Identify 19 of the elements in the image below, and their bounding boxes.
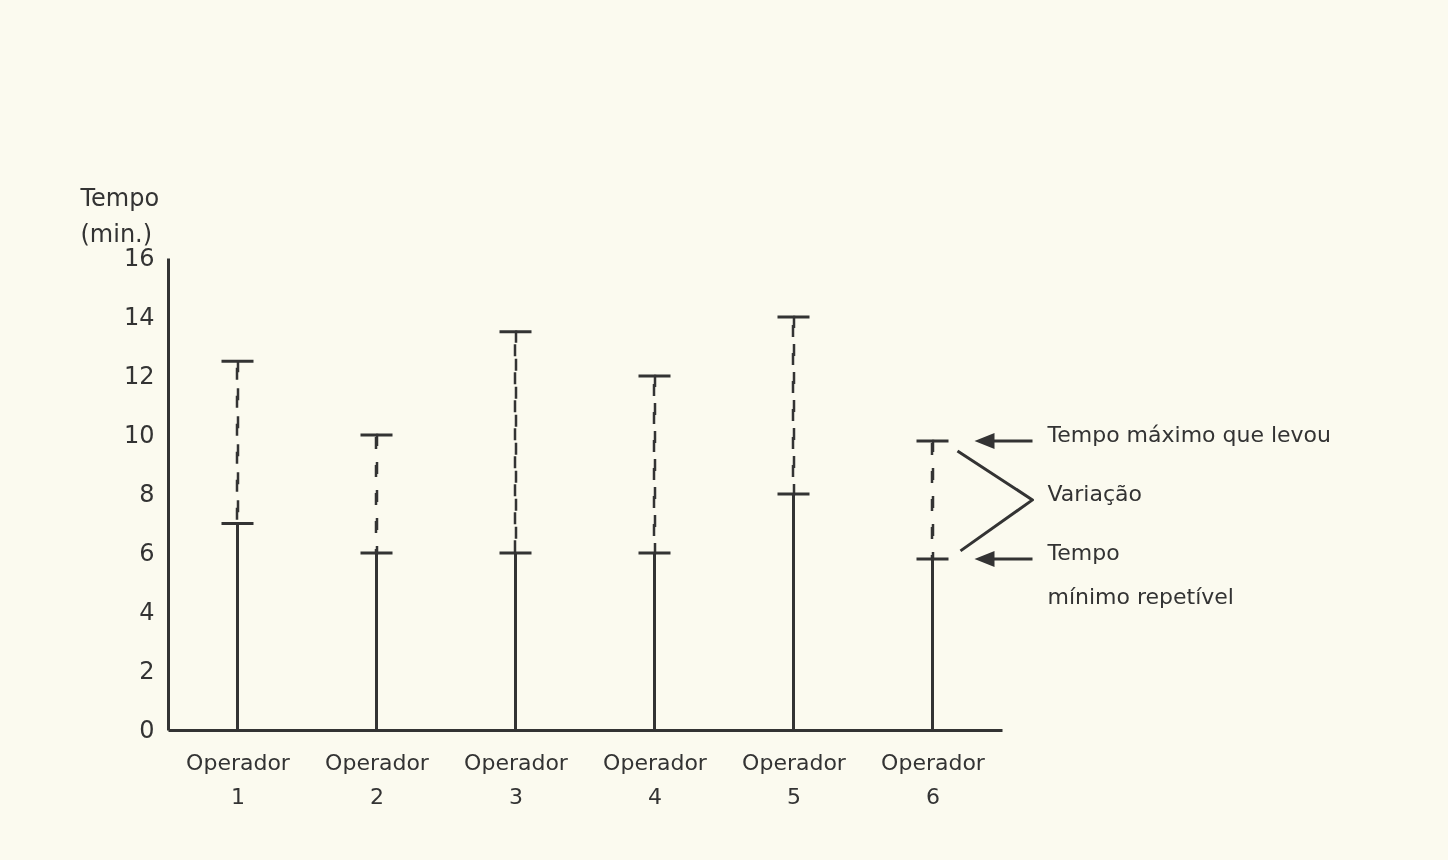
text: Tempo máximo que levou — [1046, 421, 1332, 447]
x-tick-label: Operador 2 — [325, 749, 430, 809]
x-tick-label: Operador 5 — [742, 749, 847, 809]
y-tick-label: 0 — [139, 715, 155, 744]
y-tick-label: 8 — [139, 479, 155, 508]
text: Variação — [1047, 480, 1142, 506]
y-axis-title: Tempo (min.) — [79, 183, 160, 248]
x-tick-label: Operador 4 — [603, 749, 708, 809]
bar — [513, 330, 518, 555]
x-tick-label: Operador 1 — [186, 749, 291, 809]
y-tick-label: 14 — [123, 302, 155, 331]
y-tick-label: 10 — [123, 420, 155, 449]
y-tick-label: 2 — [139, 656, 155, 685]
y-tick-label: 12 — [123, 361, 155, 390]
x-tick-label: Operador 6 — [881, 749, 986, 809]
x-tick-label: Operador 3 — [464, 749, 569, 809]
y-tick-label: 4 — [139, 597, 155, 626]
text: Tempo mínimo repetível — [1046, 539, 1234, 609]
y-tick-label: 6 — [139, 538, 155, 567]
